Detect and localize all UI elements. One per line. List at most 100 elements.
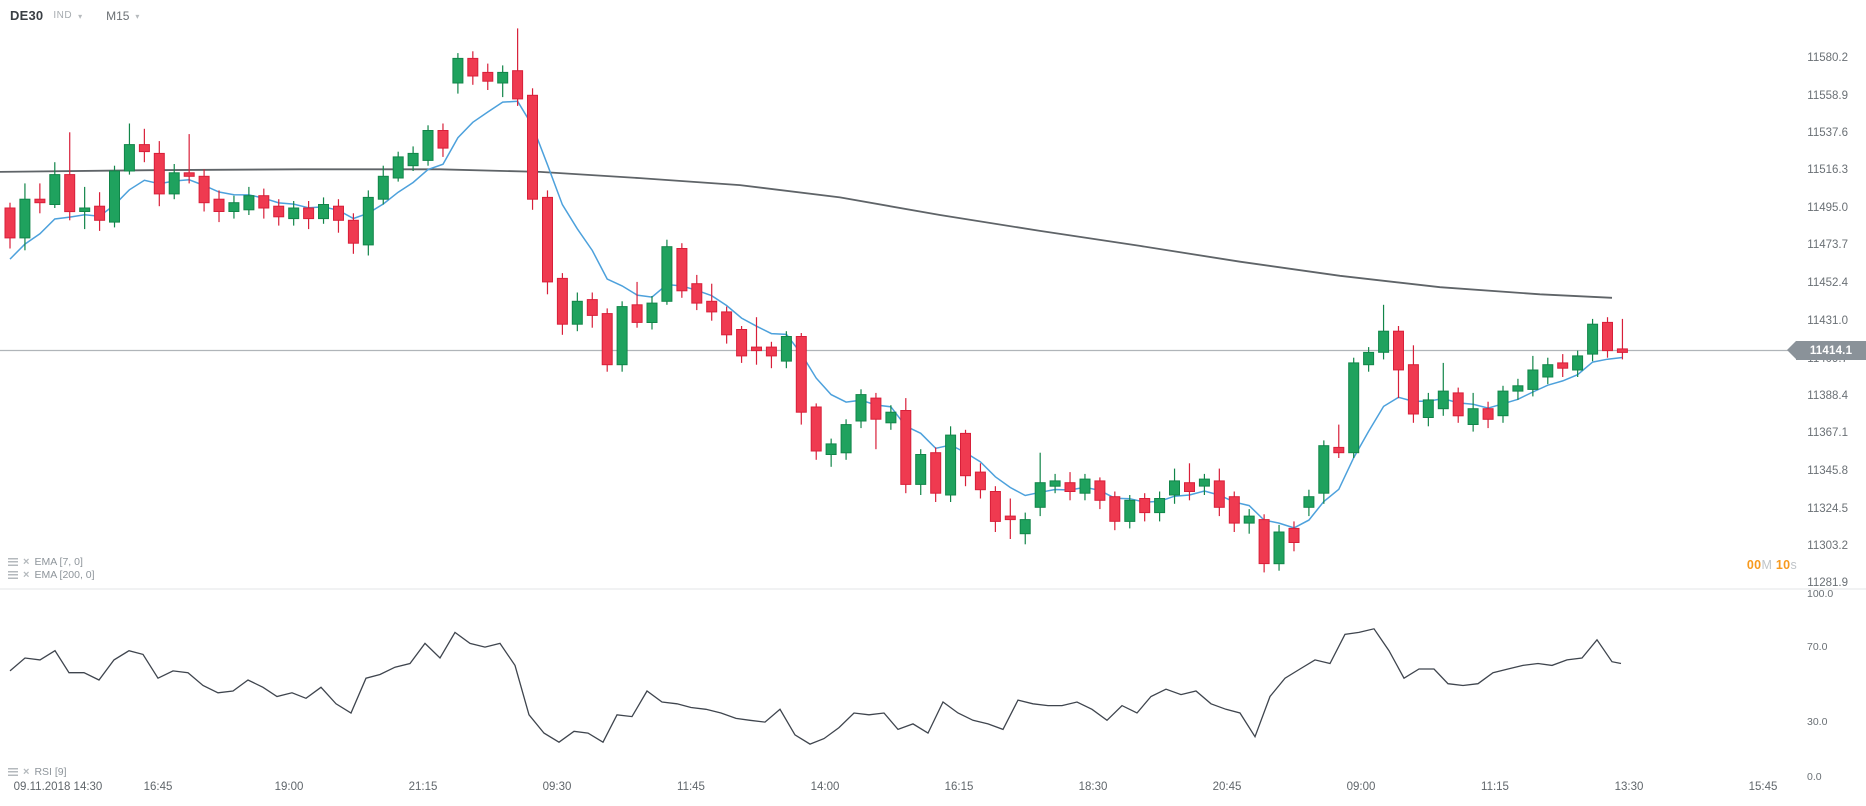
candle-up bbox=[1154, 498, 1166, 514]
market-type-label: IND bbox=[53, 10, 73, 21]
ema-fast-legend-label: EMA [7, 0] bbox=[34, 556, 83, 568]
timeframe-dropdown-caret-icon[interactable]: ▾ bbox=[135, 12, 140, 21]
timeframe-label[interactable]: M15 bbox=[106, 8, 130, 23]
symbol-dropdown-caret-icon[interactable]: ▾ bbox=[78, 12, 83, 21]
price-axis-label: 11431.0 bbox=[1807, 315, 1848, 327]
candle-up bbox=[407, 152, 419, 167]
time-axis-label: 20:45 bbox=[1212, 781, 1242, 793]
price-axis-label: 11537.6 bbox=[1807, 127, 1848, 139]
ema-slow-legend: × EMA [200, 0] bbox=[8, 569, 95, 581]
candle-down bbox=[631, 304, 643, 323]
candle-up bbox=[780, 336, 792, 362]
candle-down bbox=[198, 175, 210, 204]
candle-up bbox=[1572, 355, 1584, 371]
candle-up bbox=[915, 454, 927, 485]
instrument-header: DE30 IND ▾ M15 ▾ bbox=[10, 8, 139, 23]
candle-up bbox=[1363, 351, 1375, 366]
candle-down bbox=[1616, 348, 1628, 353]
candle-up bbox=[1512, 385, 1524, 392]
candle-up bbox=[1273, 531, 1285, 565]
time-axis-label: 09:00 bbox=[1346, 781, 1376, 793]
candle-up bbox=[646, 302, 658, 324]
candle-up bbox=[377, 175, 389, 200]
candle-down bbox=[512, 70, 524, 100]
candle-up bbox=[1019, 519, 1031, 535]
time-axis-label: 13:30 bbox=[1614, 781, 1644, 793]
candle-down bbox=[273, 205, 285, 218]
rsi-legend-label: RSI [9] bbox=[34, 766, 67, 778]
candle-down bbox=[870, 397, 882, 420]
candle-down bbox=[1602, 321, 1613, 352]
candle-down bbox=[1452, 392, 1464, 417]
candle-down bbox=[542, 196, 553, 283]
time-axis-label: 11:15 bbox=[1481, 781, 1509, 793]
candle-down bbox=[974, 471, 986, 491]
candle-up bbox=[1467, 408, 1479, 426]
candle-down bbox=[586, 299, 598, 316]
price-axis-label: 11367.1 bbox=[1807, 427, 1848, 439]
candle-down bbox=[721, 311, 733, 336]
price-axis-label: 11303.2 bbox=[1807, 540, 1848, 552]
price-axis-label: 11580.2 bbox=[1807, 52, 1848, 64]
indicator-settings-icon[interactable] bbox=[8, 768, 18, 776]
candle-down bbox=[4, 207, 16, 239]
rsi-axis-label: 0.0 bbox=[1807, 771, 1822, 783]
indicator-settings-icon[interactable] bbox=[8, 558, 18, 566]
remove-indicator-icon[interactable]: × bbox=[23, 766, 30, 778]
current-price-value: 11414.1 bbox=[1809, 344, 1853, 357]
candle-up bbox=[1378, 330, 1390, 353]
candle-down bbox=[1407, 364, 1419, 415]
time-axis-label: 11:45 bbox=[677, 781, 705, 793]
candle-up bbox=[825, 443, 837, 455]
candle-up bbox=[228, 202, 240, 212]
candle-up bbox=[661, 246, 673, 302]
candle-down bbox=[347, 219, 359, 244]
remove-indicator-icon[interactable]: × bbox=[23, 556, 30, 568]
candle-down bbox=[1228, 496, 1240, 524]
symbol-label[interactable]: DE30 bbox=[10, 8, 44, 23]
candle-up bbox=[1348, 362, 1360, 454]
candle-down bbox=[556, 277, 568, 325]
candle-up bbox=[885, 411, 897, 424]
candle-up bbox=[362, 196, 374, 246]
candle-down bbox=[1004, 515, 1016, 521]
candle-down bbox=[467, 57, 479, 77]
candle-down bbox=[1139, 498, 1151, 514]
rsi-legend: × RSI [9] bbox=[8, 766, 67, 778]
time-axis-label: 16:15 bbox=[944, 781, 974, 793]
candle-up bbox=[422, 130, 434, 161]
price-axis-label: 11388.4 bbox=[1807, 390, 1848, 402]
time-axis-label: 19:00 bbox=[274, 781, 304, 793]
time-axis-label: 15:45 bbox=[1748, 781, 1778, 793]
price-axis-label: 11324.5 bbox=[1807, 503, 1848, 515]
candle-up bbox=[1587, 323, 1599, 355]
indicator-settings-icon[interactable] bbox=[8, 571, 18, 579]
candle-down bbox=[153, 152, 165, 195]
ema-fast-legend: × EMA [7, 0] bbox=[8, 556, 83, 568]
candle-up bbox=[1198, 478, 1210, 487]
candle-up bbox=[1303, 496, 1315, 508]
remove-indicator-icon[interactable]: × bbox=[23, 569, 30, 581]
candle-up bbox=[318, 204, 329, 220]
candle-down bbox=[437, 130, 449, 149]
ema-slow-legend-label: EMA [200, 0] bbox=[34, 569, 95, 581]
candle-up bbox=[840, 424, 852, 454]
rsi-axis-label: 70.0 bbox=[1807, 641, 1828, 653]
timer-seconds: 10 bbox=[1772, 558, 1791, 572]
price-axis-label: 11473.7 bbox=[1807, 239, 1848, 251]
candle-down bbox=[989, 491, 1001, 522]
timer-s-unit: s bbox=[1790, 558, 1797, 572]
candle-up bbox=[243, 195, 255, 211]
candle-down bbox=[258, 195, 270, 209]
candle-down bbox=[810, 406, 822, 452]
candle-up bbox=[49, 174, 61, 206]
rsi-line bbox=[9, 628, 1622, 745]
candle-down bbox=[706, 300, 718, 313]
candle-up bbox=[123, 144, 135, 172]
ema7-line bbox=[9, 100, 1623, 529]
time-axis-label: 18:30 bbox=[1078, 781, 1108, 793]
candle-up bbox=[1079, 478, 1091, 494]
price-axis-label: 11281.9 bbox=[1807, 577, 1848, 589]
price-axis-label: 11495.0 bbox=[1807, 202, 1848, 214]
